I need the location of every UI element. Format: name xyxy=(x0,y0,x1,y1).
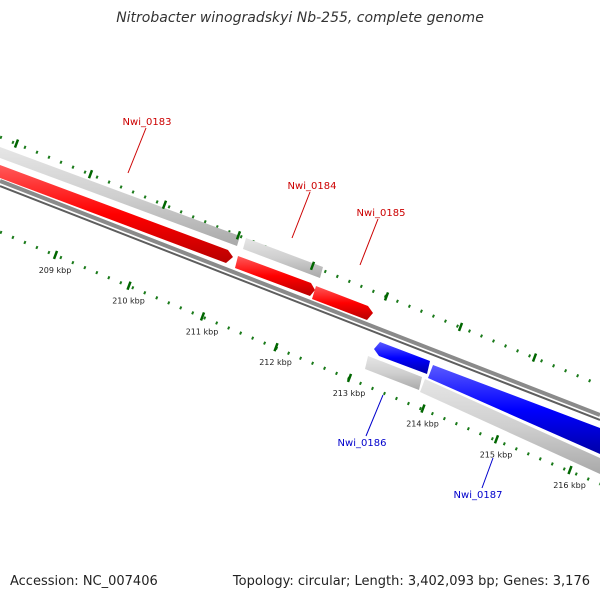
gene-arrow-nwi-0184[interactable] xyxy=(235,256,315,296)
scale-label: 216 kbp xyxy=(553,481,586,490)
outer-major-tick xyxy=(383,291,390,301)
outer-major-tick xyxy=(13,139,20,149)
cds-bar-nwi-0187[interactable] xyxy=(420,379,600,474)
topology-text: Topology: circular; Length: 3,402,093 bp… xyxy=(232,574,590,589)
inner-minor-ticks xyxy=(0,230,600,486)
map-title: Nitrobacter winogradskyi Nb-255, complet… xyxy=(116,10,484,26)
outer-major-tick xyxy=(161,200,168,210)
scale-label: 209 kbp xyxy=(39,266,72,275)
cds-bar-nwi-0184[interactable] xyxy=(243,238,323,278)
outer-major-tick xyxy=(531,353,538,362)
backbone-lower xyxy=(0,185,600,421)
major-tick xyxy=(273,342,279,352)
gene-labels: Nwi_0183 Nwi_0184 Nwi_0185 Nwi_0186 Nwi_… xyxy=(123,117,503,501)
major-tick xyxy=(52,250,59,260)
scale-label: 214 kbp xyxy=(406,420,439,429)
major-tick xyxy=(126,281,132,291)
scale-label: 210 kbp xyxy=(112,297,145,306)
scale-label: 212 kbp xyxy=(259,358,292,367)
outer-major-tick xyxy=(235,230,242,240)
leader-nwi-0186 xyxy=(365,394,384,437)
backbone-upper xyxy=(0,179,600,417)
cds-bar-nwi-0183[interactable] xyxy=(0,147,240,246)
reverse-cds-track xyxy=(365,356,600,474)
gene-arrow-nwi-0186[interactable] xyxy=(374,342,430,374)
scale-label: 211 kbp xyxy=(186,327,219,336)
major-tick xyxy=(493,434,500,444)
scale-label: 215 kbp xyxy=(480,450,513,459)
gene-arrow-nwi-0183[interactable] xyxy=(0,165,233,263)
gene-leaders xyxy=(127,127,494,489)
reverse-gene-track xyxy=(374,342,600,454)
major-tick xyxy=(346,373,353,383)
gene-arrow-nwi-0185[interactable] xyxy=(312,286,373,320)
leader-nwi-0185 xyxy=(359,218,379,266)
outer-major-ticks xyxy=(13,139,538,362)
scale-label: 213 kbp xyxy=(333,389,366,398)
accession-text: Accession: NC_007406 xyxy=(10,574,158,589)
outer-major-tick xyxy=(309,261,316,271)
gene-label-nwi-0183[interactable]: Nwi_0183 xyxy=(123,117,172,128)
major-tick xyxy=(199,311,206,321)
forward-gene-track xyxy=(0,165,373,320)
gene-label-nwi-0185[interactable]: Nwi_0185 xyxy=(357,208,406,219)
gene-label-nwi-0184[interactable]: Nwi_0184 xyxy=(288,181,337,192)
leader-nwi-0187 xyxy=(481,457,494,489)
cds-bar-nwi-0186[interactable] xyxy=(365,356,422,390)
leader-nwi-0184 xyxy=(291,191,311,239)
outer-major-tick xyxy=(87,169,94,179)
leader-nwi-0183 xyxy=(127,127,147,174)
scale-labels: 209 kbp 210 kbp 211 kbp 212 kbp 213 kbp 214 k… xyxy=(39,266,586,490)
outer-major-tick xyxy=(457,322,464,332)
gene-arrow-nwi-0187[interactable] xyxy=(428,365,600,454)
inner-tick-ring xyxy=(0,230,600,486)
gene-label-nwi-0186[interactable]: Nwi_0186 xyxy=(338,438,387,449)
backbone xyxy=(0,179,600,421)
major-tick xyxy=(420,404,426,414)
forward-cds-track xyxy=(0,147,323,278)
major-ticks xyxy=(52,250,573,475)
gene-label-nwi-0187[interactable]: Nwi_0187 xyxy=(454,490,503,501)
major-tick xyxy=(567,465,573,475)
